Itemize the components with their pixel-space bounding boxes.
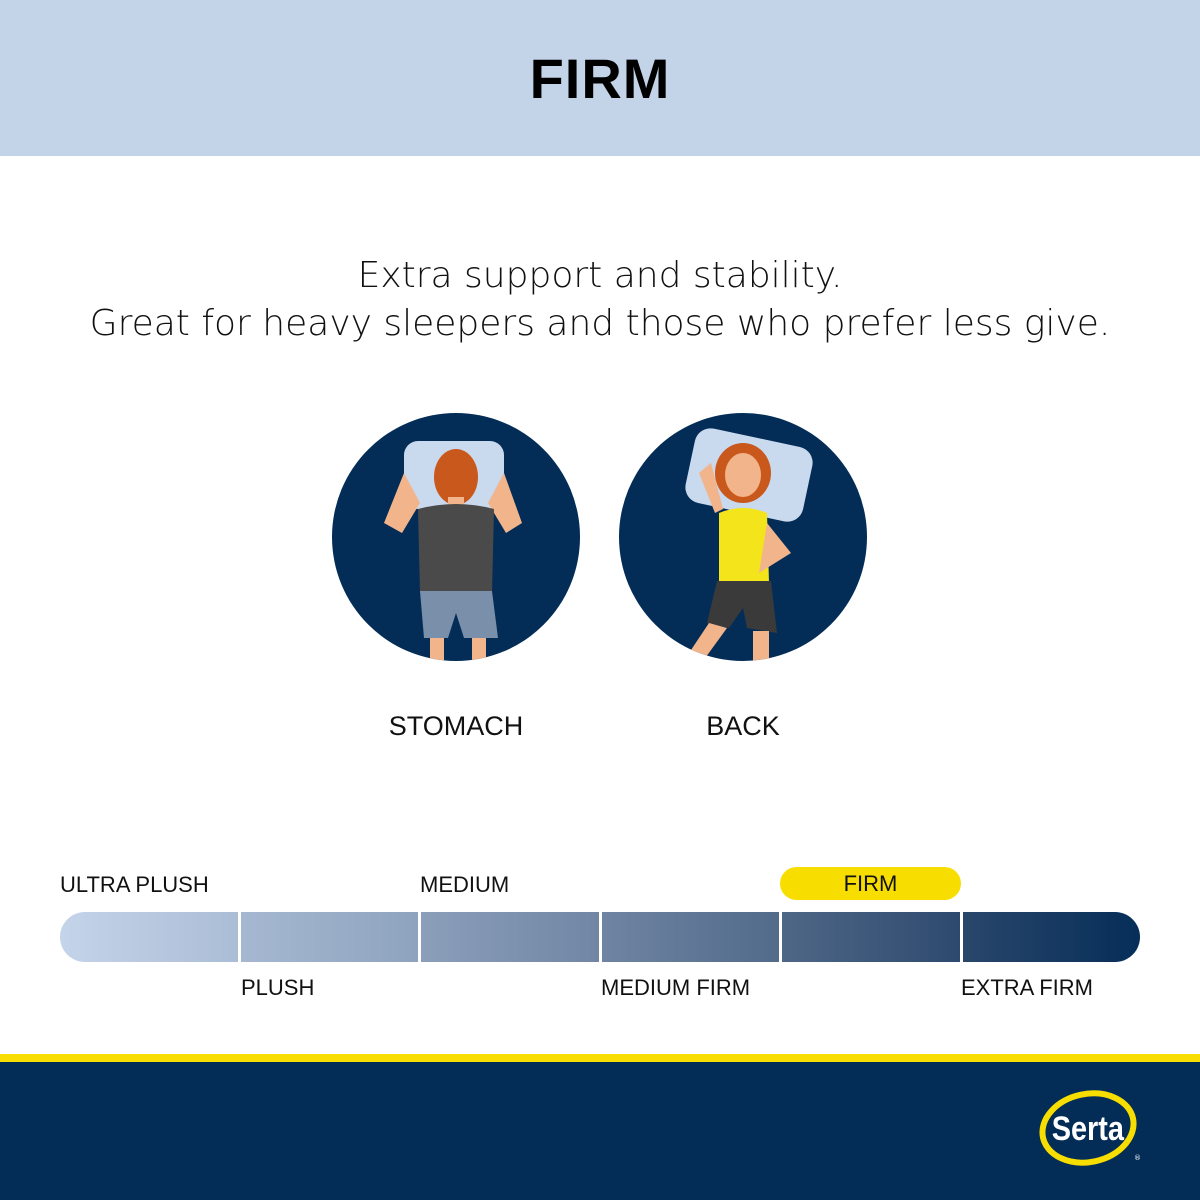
description: Extra support and stability. Great for h… [0,252,1200,348]
description-line-1: Extra support and stability. [357,255,843,296]
scale-label-medium-firm: MEDIUM FIRM [601,975,751,1000]
selected-firmness-badge: FIRM [780,867,961,900]
serta-logo: Serta ® [1036,1088,1146,1172]
scale-label-firm: FIRM [843,870,898,896]
scale-label-ultra-plush: ULTRA PLUSH [60,872,209,897]
scale-segment-ultra-plush [60,912,238,962]
scale-segment-plush [240,912,418,962]
scale-label-medium: MEDIUM [420,872,510,897]
position-label-back: BACK [706,711,780,741]
header-banner: FIRM [0,0,1200,156]
stomach-sleeper-illustration [332,413,580,661]
back-sleeper-illustration [619,413,867,661]
footer-accent-line [0,1054,1200,1062]
position-label-stomach: STOMACH [388,711,524,741]
scale-segment-medium [421,912,599,962]
svg-text:Serta: Serta [1052,1109,1125,1148]
description-line-2: Great for heavy sleepers and those who p… [89,303,1111,344]
svg-text:®: ® [1134,1154,1141,1162]
scale-segment-firm [782,912,960,962]
scale-segment-extra-firm [962,912,1140,962]
scale-label-plush: PLUSH [241,975,315,1000]
page-title: FIRM [529,46,671,110]
scale-label-extra-firm: EXTRA FIRM [961,975,1094,1000]
footer [0,1062,1200,1200]
firmness-scale-bar [60,912,1140,962]
scale-segment-medium-firm [601,912,779,962]
